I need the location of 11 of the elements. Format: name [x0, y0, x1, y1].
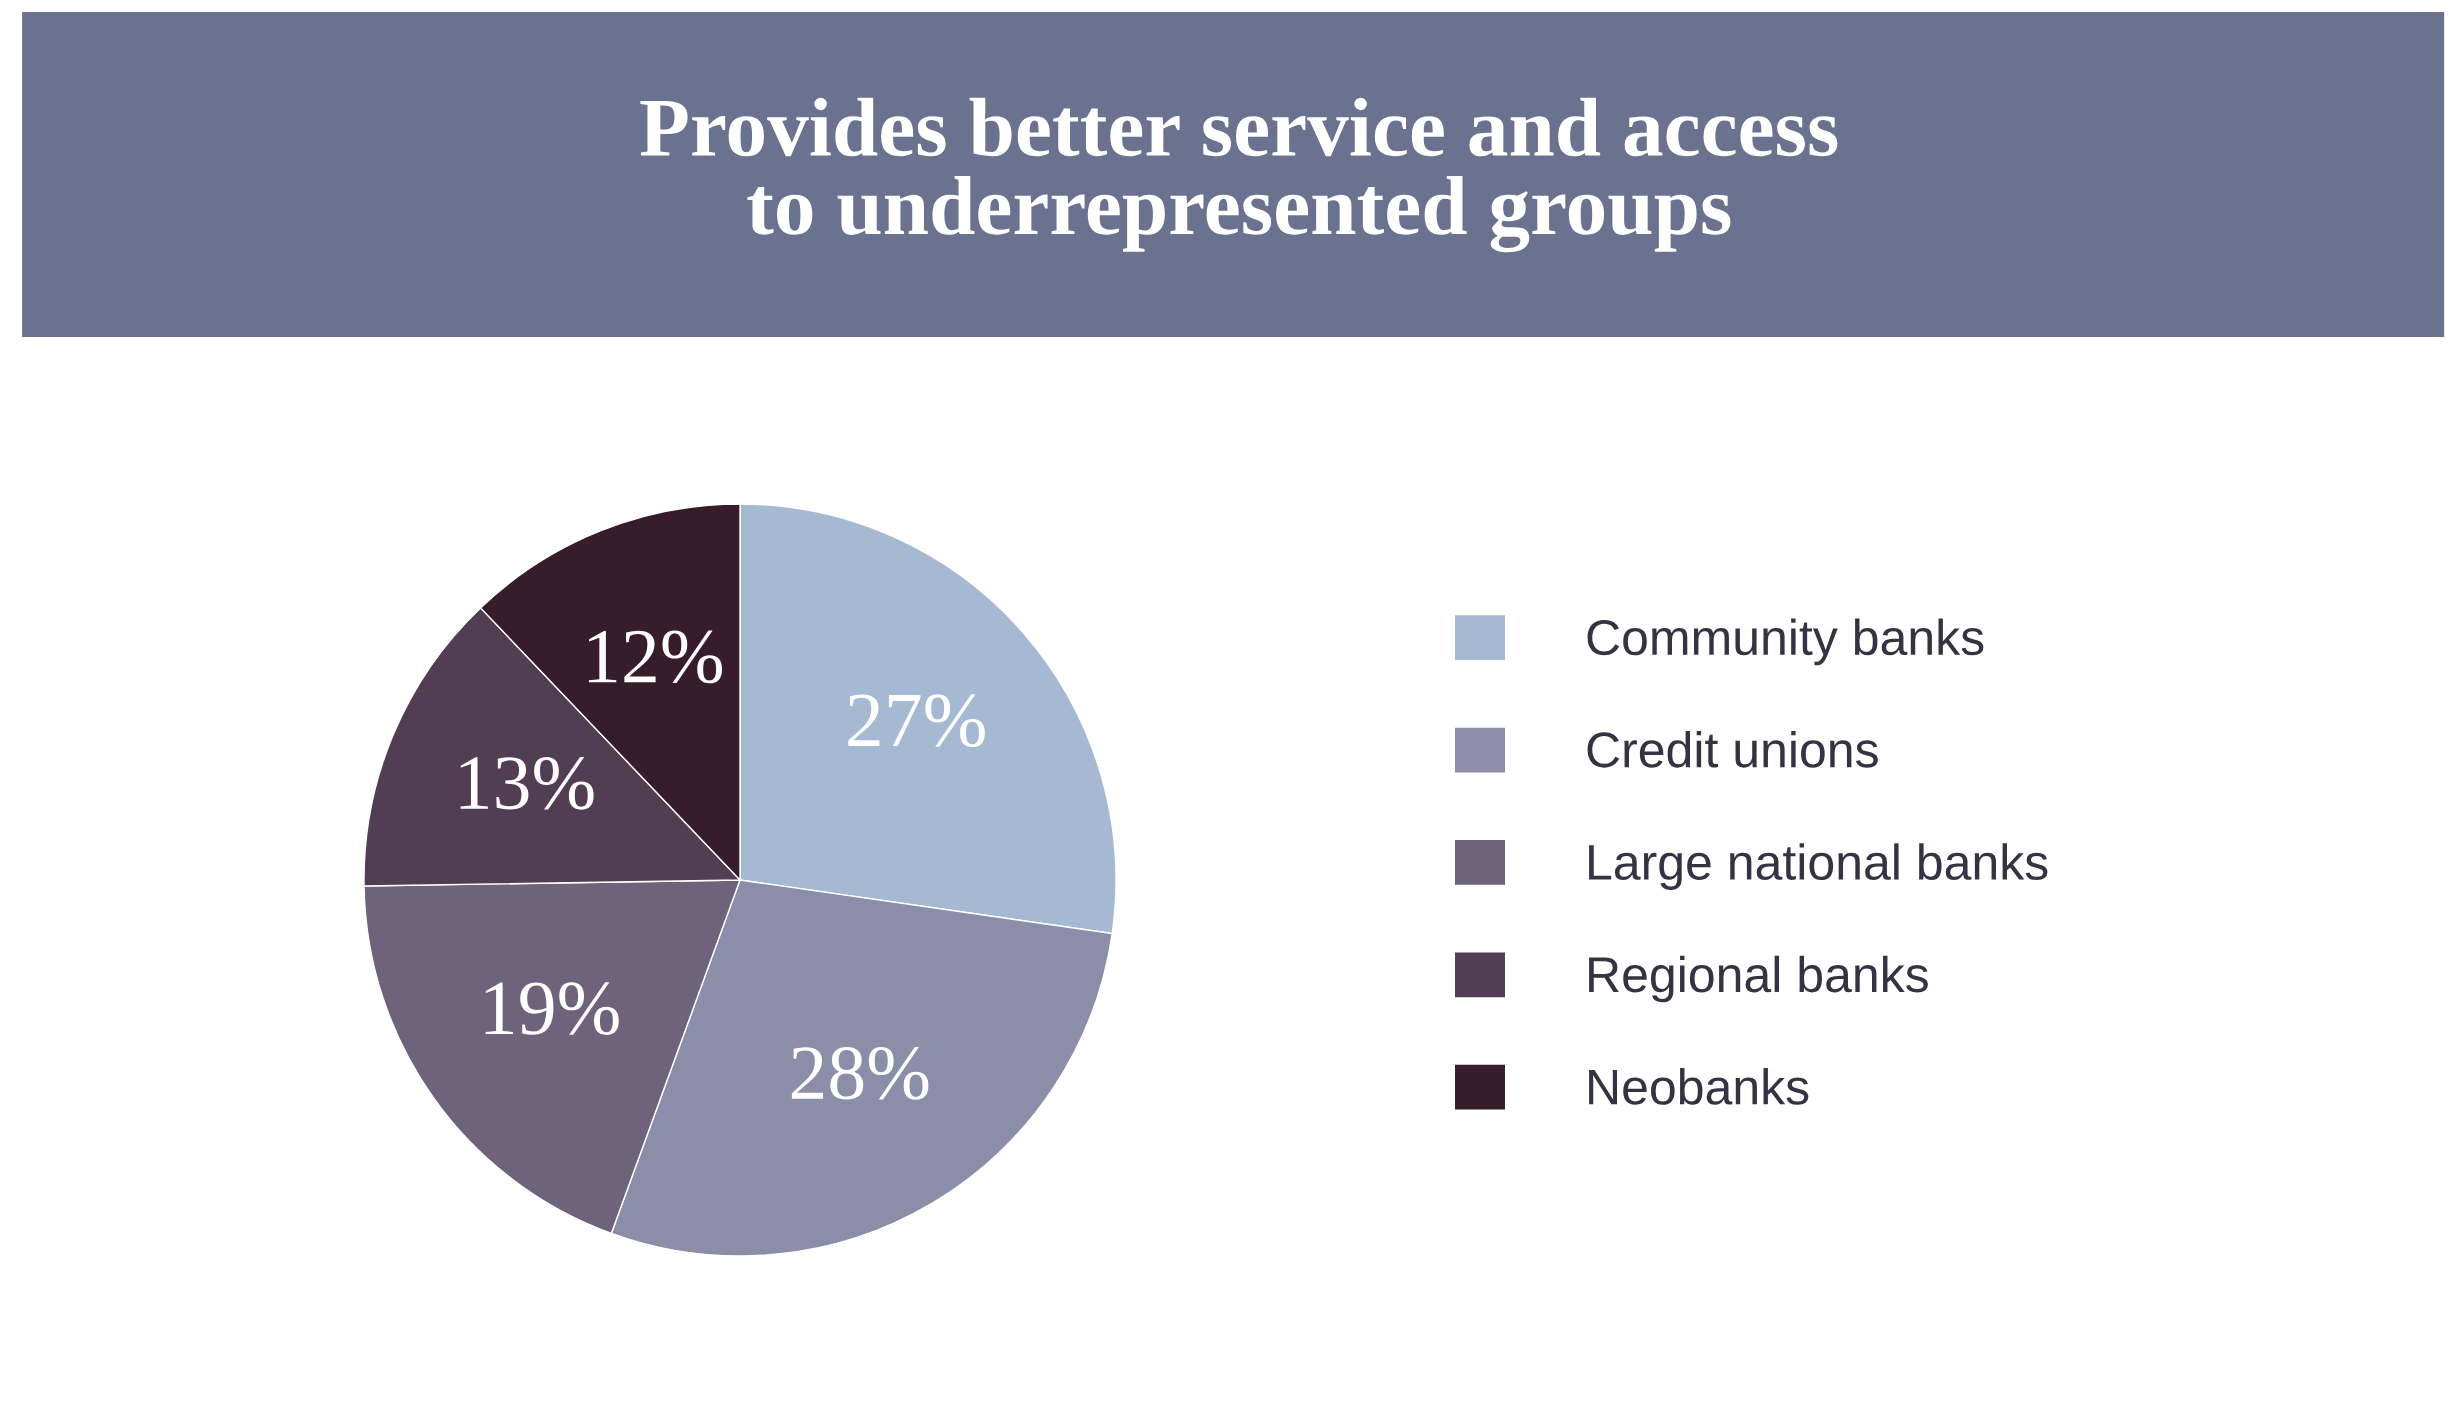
legend-label: Community banks: [1587, 618, 1984, 666]
legend-label: Neobanks: [1589, 1068, 1809, 1105]
legend-label: Regional banks: [1589, 955, 1928, 1003]
chart-title: Provides better service and access to underrepresented groups: [640, 97, 1838, 253]
data-label: 19%: [485, 982, 619, 1035]
data-label: 28%: [791, 1046, 929, 1100]
data-label: 27%: [848, 694, 985, 748]
data-label: 12%: [588, 630, 722, 684]
legend-label: Large national banks: [1589, 843, 2048, 890]
data-label: 13%: [460, 756, 594, 810]
legend-label: Credit unions: [1587, 730, 1878, 768]
